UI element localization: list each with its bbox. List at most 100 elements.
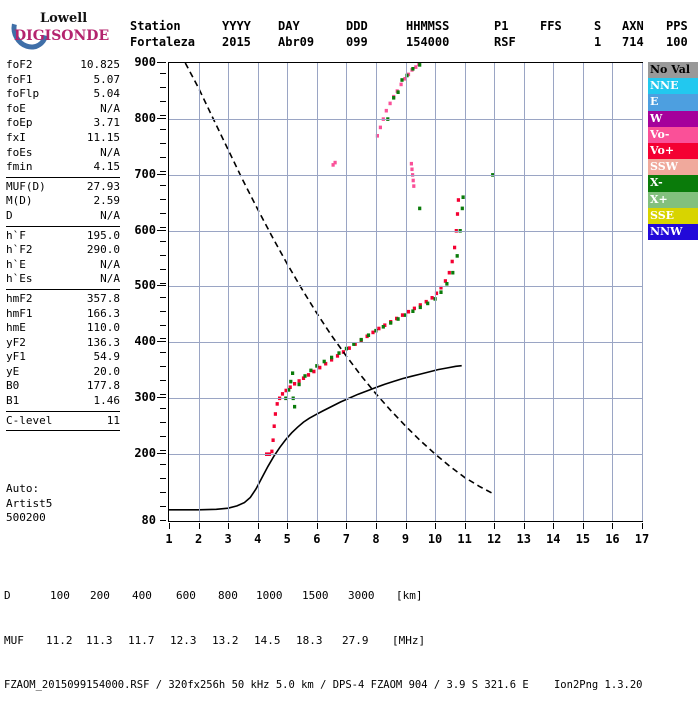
param-row-fmin: fmin 4.15 [4,160,122,175]
header-label-ffs: FFS [540,19,562,33]
legend-item-vo[interactable]: Vo+ [648,142,698,160]
param-value: 136.3 [86,335,120,349]
grid-line-vertical [642,63,643,521]
footer-muf-value: 14.5 [254,634,281,647]
data-point [303,374,307,378]
param-value: 11.15 [86,130,120,144]
y-axis-tick-minor [160,87,166,89]
x-axis-tick [257,523,259,529]
y-axis-tick-minor [160,73,166,75]
y-axis-label: 600 [134,222,156,237]
param-row-foep: foEp 3.71 [4,116,122,131]
x-axis-tick [582,523,584,529]
footer-muf-value: 11.3 [86,634,113,647]
data-point [347,346,351,350]
data-point [293,404,297,409]
param-key: h`F2 [6,243,33,257]
data-point [418,63,422,67]
legend-item-noval[interactable]: No Val [648,62,698,79]
data-point [414,65,418,69]
param-row-hmf2: hmF2 357.8 [4,292,122,307]
data-point [453,245,457,250]
data-point [288,385,292,389]
legend-item-ssw[interactable]: SSW [648,159,698,176]
x-axis-tick [494,523,496,529]
grid-line-vertical [316,63,318,521]
param-row-yf1: yF1 54.9 [4,350,122,365]
data-point [297,382,301,387]
data-point [388,101,392,106]
param-value: 110.0 [86,321,120,335]
grid-line-vertical [198,63,200,521]
data-point [426,301,430,306]
param-key: yF2 [6,335,26,349]
data-point [371,330,375,335]
param-value: 5.07 [93,72,121,86]
param-value: 177.8 [86,379,120,393]
footer-distance-row: D 100 200 400 600 800 1000 1500 3000 [km] [4,588,642,603]
y-axis-tick-minor [160,352,166,354]
legend-item-sse[interactable]: SSE [648,207,698,224]
y-axis-tick-minor [160,296,166,298]
y-axis-tick-minor [160,170,166,172]
footer-d-value: 1000 [256,589,283,602]
param-row-he: h`E N/A [4,258,122,273]
param-value: 10.825 [80,58,120,71]
grid-line-vertical [553,63,555,521]
x-axis-tick [346,523,348,529]
header-value-ddd: 099 [346,35,368,49]
header-label-pps: PPS [666,19,688,33]
data-point [411,67,415,71]
legend-item-x[interactable]: X- [648,175,698,192]
footer-filename: FZAOM_2015099154000.RSF / 320fx256h 50 k… [4,679,643,691]
x-axis-tick [316,523,318,529]
param-key: M(D) [6,194,33,208]
param-separator [6,225,120,227]
legend-item-nnw[interactable]: NNW [648,223,698,241]
grid-line-vertical [435,63,437,521]
param-key: h`E [6,257,26,271]
legend-item-nne[interactable]: NNE [648,78,698,95]
data-point [324,361,328,366]
data-point [280,392,285,396]
x-axis-label: 15 [575,532,591,546]
data-point [270,449,274,454]
footer-muf-value: 11.2 [46,634,73,647]
footer-muf-value: 11.7 [128,634,155,647]
data-point [337,351,341,355]
y-axis-tick-major [157,117,166,119]
data-point [412,306,416,311]
legend-item-w[interactable]: W [648,110,698,127]
data-point [418,206,422,211]
y-axis-tick-minor [160,394,166,396]
x-axis-tick [642,523,643,529]
footer-d-value: 200 [90,589,110,602]
header-label-axn: AXN [622,19,644,33]
param-key: foF2 [6,58,33,71]
x-axis-label: 3 [224,532,232,546]
data-point [412,184,416,188]
data-point [403,77,407,81]
logo-lowell-text: Lowell [40,11,88,26]
grid-line-vertical [494,63,496,521]
param-row-hmf1: hmF1 166.3 [4,307,122,322]
y-axis-tick-minor [160,115,166,117]
param-key: B0 [6,379,20,393]
header-label-hhmmss: HHMMSS [406,19,450,33]
param-value: 3.71 [93,116,121,130]
y-axis-tick-minor [160,464,166,466]
param-row-fof1: foF1 5.07 [4,73,122,88]
legend-item-e[interactable]: E [648,94,698,111]
legend-item-x[interactable]: X+ [648,191,698,208]
data-point [411,178,415,183]
data-point [409,161,413,166]
legend-item-vo[interactable]: Vo- [648,126,698,143]
data-point [405,73,409,78]
footer-d-value: 600 [176,589,196,602]
param-value: 195.0 [86,228,120,242]
param-key: yE [6,364,20,378]
param-key: foE [6,101,26,115]
footer-muf-row: MUF 11.2 11.3 11.7 12.3 13.2 14.5 18.3 27.9 [MHz] [4,633,642,648]
param-value: 20.0 [93,364,121,378]
y-axis-label: 700 [134,166,156,181]
